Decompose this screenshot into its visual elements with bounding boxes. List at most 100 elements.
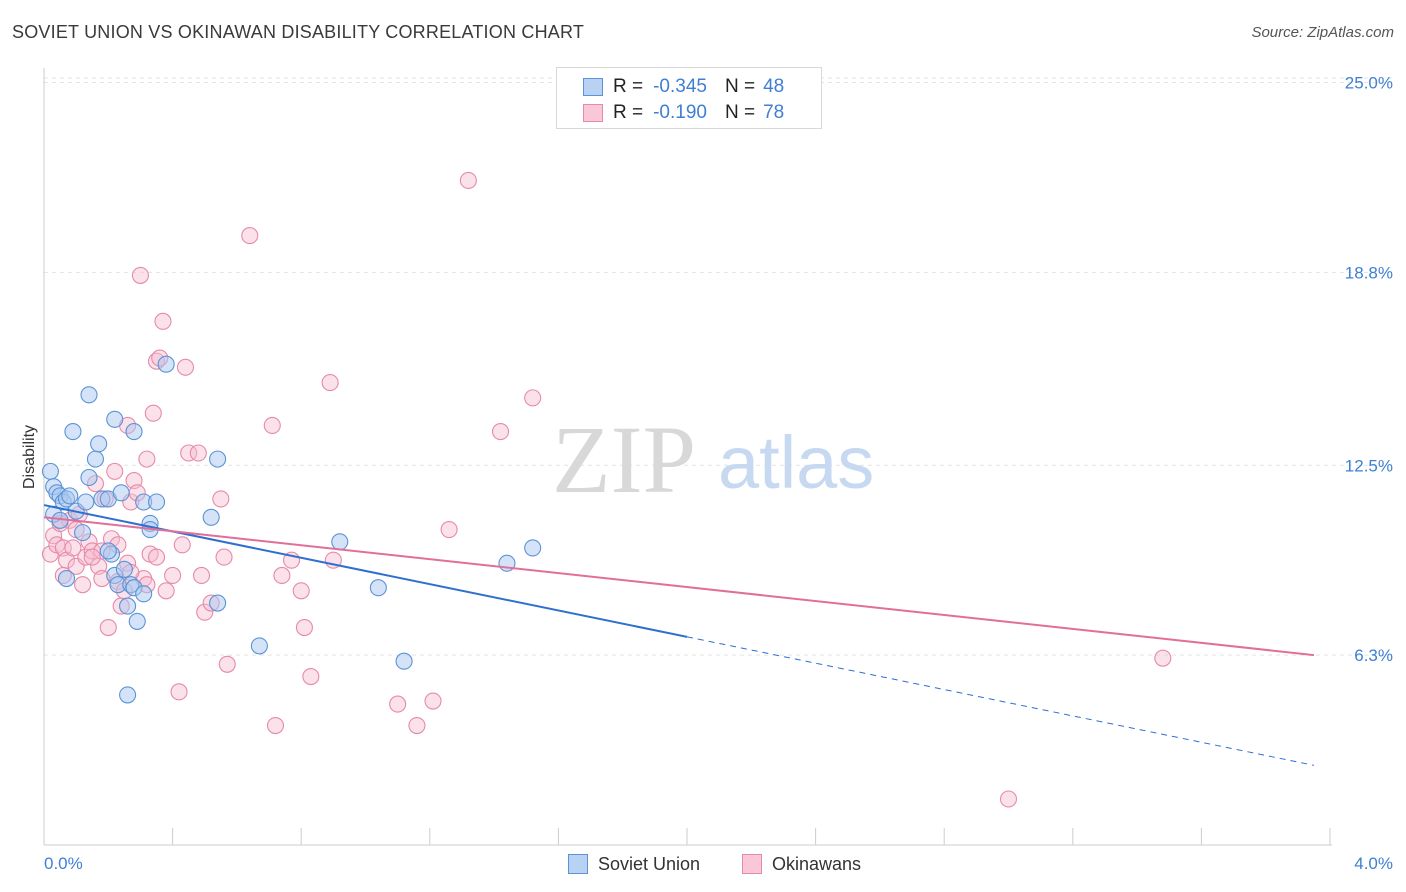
- soviet-point: [250, 637, 268, 655]
- soviet-point: [147, 493, 166, 511]
- okinawan-point: [459, 171, 477, 190]
- okinawan-point: [157, 582, 175, 600]
- okinawan-point: [99, 618, 117, 637]
- soviet-point: [74, 524, 92, 542]
- okinawan-point: [147, 548, 166, 566]
- soviet-point: [128, 612, 146, 630]
- okinawan-point: [106, 462, 124, 480]
- okinawan-point: [138, 450, 156, 468]
- okinawan-point: [491, 423, 510, 441]
- okinawan-point: [83, 548, 101, 566]
- soviet-point: [395, 652, 413, 670]
- legend-n-value: 48: [763, 76, 785, 97]
- okinawan-point: [241, 227, 259, 245]
- okinawan-point: [173, 536, 191, 554]
- okinawan-point: [302, 667, 320, 686]
- y-axis-label: Disability: [21, 425, 38, 489]
- okinawan-point: [131, 266, 149, 284]
- watermark-atlas: atlas: [718, 421, 874, 504]
- legend-r-value: -0.345: [653, 76, 707, 97]
- soviet-point: [135, 585, 153, 603]
- okinawan-point: [192, 566, 211, 585]
- okinawan-point: [263, 416, 281, 434]
- series-soviet-union: [41, 355, 542, 704]
- watermark: ZIP atlas: [552, 406, 874, 513]
- soviet-point: [77, 493, 95, 511]
- x-tick-labels: 0.0% 4.0%: [44, 854, 1393, 873]
- legend-n-value: 78: [763, 102, 785, 123]
- legend-swatch-soviet: [583, 78, 603, 96]
- y-tick-label: 6.3%: [1354, 646, 1393, 665]
- okinawan-point: [189, 444, 207, 462]
- soviet-point: [64, 423, 82, 441]
- okinawan-point: [266, 716, 285, 735]
- y-tick-label: 12.5%: [1345, 456, 1393, 475]
- legend-row-soviet: R = -0.345 N = 48: [583, 75, 784, 99]
- watermark-zip: ZIP: [552, 406, 696, 513]
- okinawan-point: [273, 566, 291, 585]
- soviet-point: [99, 542, 117, 560]
- soviet-point: [61, 487, 79, 505]
- soviet-point: [524, 539, 542, 557]
- legend-r-label: R =: [613, 76, 644, 97]
- okinawan-point: [212, 490, 230, 508]
- source-label: Source: ZipAtlas.com: [1251, 24, 1394, 41]
- soviet-point: [90, 435, 108, 453]
- y-tick-label: 18.8%: [1345, 263, 1393, 282]
- soviet-point: [41, 462, 59, 480]
- okinawan-point: [164, 566, 182, 585]
- bottom-legend-label-soviet: Soviet Union: [598, 853, 701, 874]
- soviet-point: [106, 410, 124, 428]
- okinawan-point: [74, 576, 92, 594]
- soviet-point: [80, 468, 98, 487]
- x-tick-label: 0.0%: [44, 854, 83, 873]
- soviet-point: [119, 686, 137, 704]
- soviet-trend-extension: [686, 636, 1315, 766]
- soviet-point: [86, 450, 104, 468]
- okinawan-point: [1154, 649, 1172, 667]
- soviet-point: [112, 484, 130, 502]
- okinawan-point: [292, 582, 310, 600]
- soviet-point: [209, 450, 227, 468]
- okinawan-trend-line: [43, 516, 1315, 657]
- okinawan-point: [154, 312, 172, 330]
- bottom-legend-swatch-okinawan: [742, 854, 762, 874]
- okinawan-point: [196, 603, 214, 621]
- okinawan-point: [524, 389, 542, 407]
- soviet-point: [209, 594, 227, 612]
- bottom-legend-okinawan: Okinawans: [742, 852, 861, 876]
- legend-swatch-okinawan: [583, 104, 603, 122]
- okinawan-point: [170, 683, 188, 701]
- okinawan-point: [408, 716, 426, 735]
- okinawan-point: [144, 404, 162, 422]
- legend-n-label: N =: [724, 102, 756, 123]
- y-tick-label: 25.0%: [1345, 74, 1393, 93]
- bottom-legend-label-okinawan: Okinawans: [772, 853, 862, 874]
- trend-lines: [43, 504, 1315, 766]
- soviet-point: [331, 533, 349, 551]
- okinawan-point: [215, 548, 233, 566]
- okinawan-point: [424, 692, 442, 710]
- soviet-trend-line: [43, 504, 688, 638]
- legend-r-value: -0.190: [653, 102, 707, 123]
- okinawan-point: [440, 521, 458, 539]
- bottom-legend-soviet: Soviet Union: [568, 852, 700, 876]
- okinawan-point: [218, 655, 236, 673]
- soviet-point: [57, 569, 76, 588]
- stats-legend: R = -0.345 N = 48 R = -0.190 N = 78: [556, 67, 822, 129]
- chart-title: SOVIET UNION VS OKINAWAN DISABILITY CORR…: [12, 22, 585, 42]
- okinawan-point: [389, 695, 407, 713]
- axes: [43, 68, 1332, 846]
- okinawan-point: [999, 790, 1018, 808]
- soviet-point: [119, 597, 137, 615]
- grid-lines: [44, 77, 1392, 656]
- okinawan-point: [295, 618, 313, 637]
- soviet-point: [369, 579, 387, 597]
- soviet-point: [125, 423, 143, 441]
- x-tick-label: 4.0%: [1354, 854, 1393, 873]
- legend-row-okinawan: R = -0.190 N = 78: [583, 101, 784, 125]
- soviet-point: [202, 508, 220, 526]
- bottom-legend-swatch-soviet: [568, 854, 588, 874]
- okinawan-point: [64, 539, 82, 557]
- legend-n-label: N =: [724, 76, 756, 97]
